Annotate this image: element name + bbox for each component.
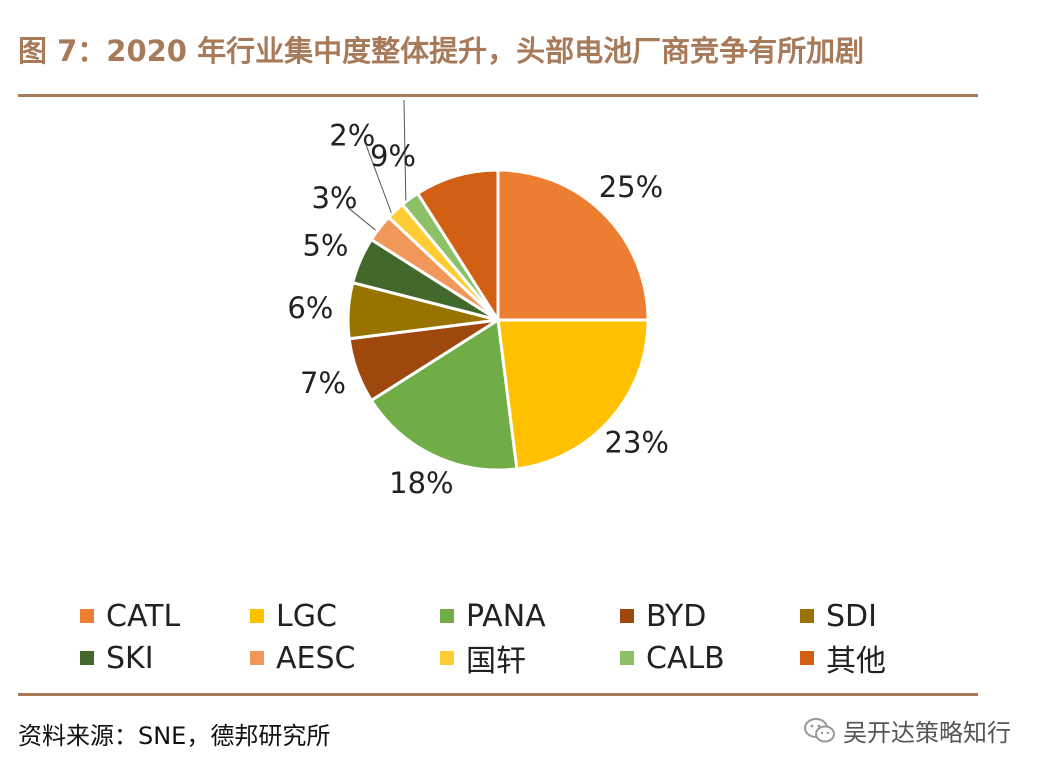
legend-swatch (800, 609, 814, 623)
data-label: 2% (329, 119, 375, 153)
legend-label: LGC (276, 598, 337, 634)
legend-label: SDI (826, 598, 877, 634)
watermark-text: 吴开达策略知行 (843, 719, 1011, 747)
legend-label: AESC (276, 640, 356, 676)
pie-slice-CATL (496, 168, 650, 322)
legend-swatch (620, 651, 634, 665)
legend-item: 其他 (800, 638, 886, 679)
watermark: 吴开达策略知行 (803, 713, 1011, 748)
data-label: 25% (599, 170, 663, 204)
footer-divider (18, 693, 978, 696)
leader-line (348, 207, 376, 231)
source-note: 资料来源：SNE，德邦研究所 (18, 722, 331, 750)
legend-label: CALB (646, 640, 725, 676)
legend-label: SKI (106, 640, 154, 676)
legend-item: BYD (620, 596, 706, 636)
pie-slice-PANA (369, 317, 519, 472)
legend-item: CALB (620, 638, 725, 678)
legend-label: 其他 (826, 644, 886, 679)
data-label: 5% (302, 228, 348, 262)
legend-swatch (250, 609, 264, 623)
data-label: 18% (389, 466, 453, 500)
legend-label: CATL (106, 598, 181, 634)
title-divider (18, 94, 978, 97)
legend-swatch (620, 609, 634, 623)
legend-swatch (80, 651, 94, 665)
pie-slice-LGC (496, 318, 650, 471)
data-label: 3% (311, 181, 357, 215)
legend-swatch (800, 651, 814, 665)
chart-title: 图 7：2020 年行业集中度整体提升，头部电池厂商竞争有所加剧 (18, 34, 865, 68)
wechat-icon (804, 717, 835, 742)
data-label: 9% (370, 139, 416, 173)
legend-item: CATL (80, 596, 180, 636)
legend-swatch (440, 609, 454, 623)
data-label: 2% (367, 100, 413, 101)
legend-item: SDI (800, 596, 877, 636)
legend-swatch (440, 651, 454, 665)
leader-line (403, 100, 407, 201)
legend-swatch (80, 609, 94, 623)
legend-swatch (250, 651, 264, 665)
leader-line (365, 145, 392, 213)
legend-item: 国轩 (440, 638, 526, 679)
legend-item: SKI (80, 638, 154, 678)
legend-item: AESC (250, 638, 355, 678)
data-label: 23% (605, 425, 669, 459)
pie-chart: 25%23%18%7%6%5%3%2%2%9% (287, 100, 669, 500)
data-label: 6% (287, 291, 333, 325)
legend-label: PANA (466, 598, 546, 634)
legend-label: BYD (646, 598, 707, 634)
pie-slice-其他 (415, 168, 500, 326)
legend-item: LGC (250, 596, 337, 636)
legend-label: 国轩 (466, 644, 526, 679)
legend-item: PANA (440, 596, 546, 636)
data-label: 7% (300, 366, 346, 400)
